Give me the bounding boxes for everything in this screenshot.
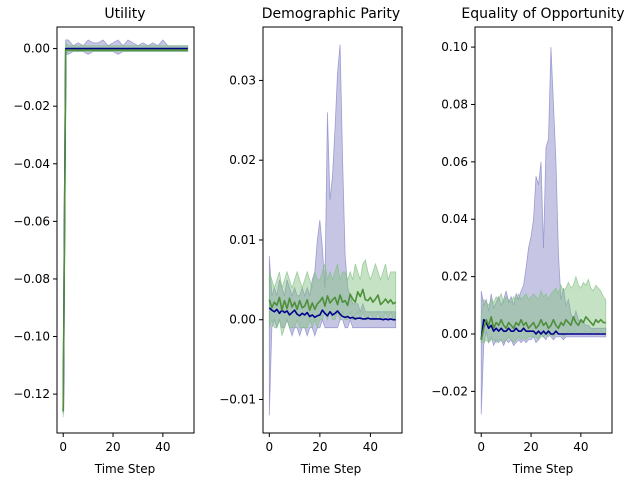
demographic-parity-y-tick-label: 0.00 [229,313,256,327]
equality-of-opportunity-plot-area: −0.02 0.00 0.02 0.04 0.06 0.08 0.10 0 20 40 [431,26,613,454]
demographic-parity-x-tick-label: 40 [363,440,378,454]
utility-x-tick-label: 0 [59,440,67,454]
utility-y-tick-label: −0.06 [13,214,50,228]
subplot-demographic-parity: −0.01 0.00 0.01 0.02 0.03 0 20 40 Demographic P… [219,6,403,476]
demographic-parity-title: Demographic Parity [262,6,400,22]
subplot-utility: −0.12−0.10−0.08−0.06−0.04−0.020.000 20 40 … [13,6,195,476]
demographic-parity-y-tick-label: −0.01 [219,392,256,406]
utility-x-axis-label: Time Step [94,462,156,476]
equality-of-opportunity-x-tick-label: 0 [477,440,485,454]
equality-of-opportunity-axes-frame [474,26,613,434]
demographic-parity-axes-frame [262,26,403,434]
equality-of-opportunity-y-tick-label: 0.10 [441,40,468,54]
demographic-parity-mean-line-3 [268,288,397,311]
equality-of-opportunity-y-tick-label: 0.02 [441,270,468,284]
demographic-parity-confidence-band-0 [268,44,397,416]
utility-mean-line-2 [62,47,188,412]
demographic-parity-x-tick-label: 20 [312,440,327,454]
utility-y-tick-label: −0.04 [13,157,50,171]
demographic-parity-x-axis-label: Time Step [300,462,362,476]
equality-of-opportunity-series [480,47,607,415]
utility-y-tick-label: −0.08 [13,272,50,286]
equality-of-opportunity-x-axis-label: Time Step [512,462,574,476]
demographic-parity-y-tick-label: 0.01 [229,233,256,247]
equality-of-opportunity-title: Equality of Opportunity [461,6,624,22]
equality-of-opportunity-mean-line-3 [480,316,606,340]
demographic-parity-plot-area: −0.01 0.00 0.01 0.02 0.03 0 20 40 [219,26,403,454]
utility-y-tick-label: −0.12 [13,387,50,401]
utility-title: Utility [104,6,145,22]
utility-axes-frame [56,26,195,434]
utility-y-tick-label: 0.00 [23,42,50,56]
subplot-equality-of-opportunity: −0.02 0.00 0.02 0.04 0.06 0.08 0.10 0 20 40 Equal… [431,6,624,476]
equality-of-opportunity-y-tick-label: 0.08 [441,97,468,111]
demographic-parity-y-tick-label: 0.03 [229,73,256,87]
equality-of-opportunity-x-tick-label: 40 [573,440,588,454]
equality-of-opportunity-y-tick-label: 0.04 [441,212,468,226]
utility-y-tick-label: −0.02 [13,99,50,113]
utility-mean-line-3 [62,49,188,412]
demographic-parity-x-tick-label: 0 [265,440,273,454]
equality-of-opportunity-mean-line-2 [480,318,606,340]
utility-y-tick-label: −0.10 [13,330,50,344]
demographic-parity-series [268,44,397,416]
utility-x-tick-label: 20 [105,440,120,454]
equality-of-opportunity-x-tick-label: 20 [523,440,538,454]
equality-of-opportunity-y-tick-label: 0.06 [441,155,468,169]
demographic-parity-y-tick-label: 0.02 [229,153,256,167]
utility-confidence-band-1 [62,41,189,418]
demographic-parity-mean-line-2 [268,307,396,321]
utility-plot-area: −0.12 −0.10 −0.08 −0.06 −0.04 −0.02 0.00 0 20 40 [13,26,195,454]
utility-series [62,39,189,418]
utility-x-tick-label: 40 [155,440,170,454]
equality-of-opportunity-y-tick-label: 0.00 [441,327,468,341]
equality-of-opportunity-confidence-band-0 [480,47,607,415]
equality-of-opportunity-y-tick-label: −0.02 [431,384,468,398]
